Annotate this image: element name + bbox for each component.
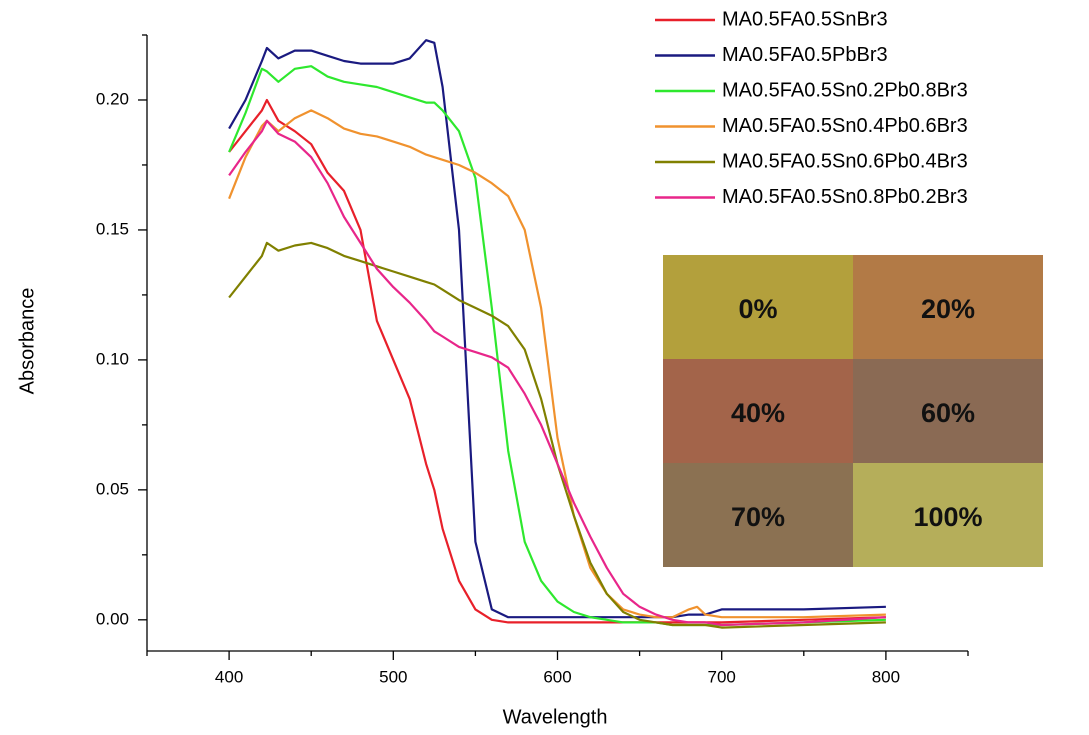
legend-label: MA0.5FA0.5Sn0.4Pb0.6Br3 bbox=[722, 115, 968, 137]
y-tick-label: 0.05 bbox=[96, 479, 129, 498]
x-tick-label: 700 bbox=[708, 667, 736, 686]
series-line bbox=[228, 241, 886, 629]
inset-label: 0% bbox=[738, 294, 777, 324]
inset-swatch bbox=[853, 359, 1043, 463]
x-tick-label: 500 bbox=[379, 667, 407, 686]
inset-label: 70% bbox=[731, 502, 785, 532]
inset-label: 40% bbox=[731, 398, 785, 428]
legend-label: MA0.5FA0.5PbBr3 bbox=[722, 44, 888, 66]
x-tick-label: 800 bbox=[872, 667, 900, 686]
series-line bbox=[228, 109, 886, 619]
y-tick-label: 0.10 bbox=[96, 349, 129, 368]
inset-label: 100% bbox=[913, 502, 982, 532]
series-line bbox=[228, 98, 886, 624]
inset-label: 20% bbox=[921, 294, 975, 324]
inset-swatch bbox=[663, 255, 853, 359]
inset-swatch bbox=[663, 463, 853, 567]
inset-label: 60% bbox=[921, 398, 975, 428]
y-tick-label: 0.15 bbox=[96, 219, 129, 238]
y-axis-label: Absorbance bbox=[16, 288, 38, 395]
legend-label: MA0.5FA0.5Sn0.8Pb0.2Br3 bbox=[722, 186, 968, 208]
inset-swatch bbox=[663, 359, 853, 463]
series-line bbox=[228, 119, 886, 627]
legend-label: MA0.5FA0.5Sn0.6Pb0.4Br3 bbox=[722, 150, 968, 172]
legend-label: MA0.5FA0.5Sn0.2Pb0.8Br3 bbox=[722, 79, 968, 101]
x-tick-label: 600 bbox=[543, 667, 571, 686]
y-tick-label: 0.20 bbox=[96, 89, 129, 108]
inset-swatch bbox=[853, 255, 1043, 359]
x-axis-label: Wavelength bbox=[503, 706, 608, 728]
legend-label: MA0.5FA0.5SnBr3 bbox=[722, 8, 888, 30]
x-tick-label: 400 bbox=[215, 667, 243, 686]
inset-swatch bbox=[853, 463, 1043, 567]
y-tick-label: 0.00 bbox=[96, 609, 129, 628]
